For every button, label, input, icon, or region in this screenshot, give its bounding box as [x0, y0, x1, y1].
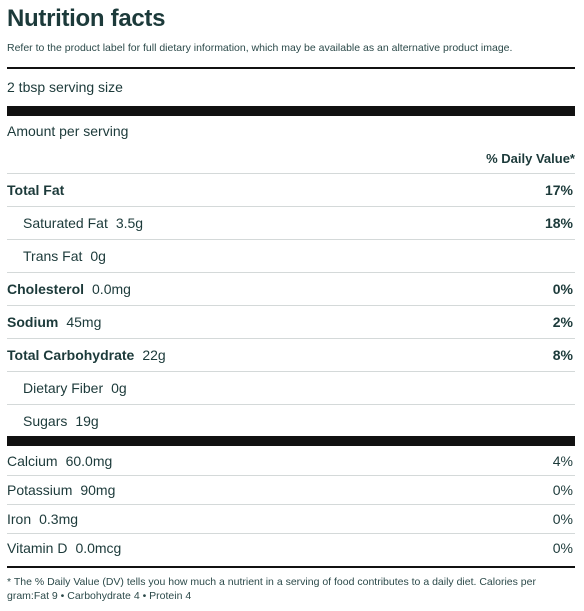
nutrient-amount: 0g	[90, 248, 106, 264]
mineral-name: Iron	[7, 511, 32, 527]
nutrient-name: Sugars	[23, 413, 68, 429]
nutrient-row-total-carbohydrate: Total Carbohydrate 22g 8%	[7, 338, 575, 371]
mineral-dv: 0%	[552, 540, 573, 556]
nutrient-name: Saturated Fat	[23, 215, 108, 231]
mineral-name: Vitamin D	[7, 540, 68, 556]
mineral-row-potassium: Potassium 90mg 0%	[7, 475, 575, 504]
nutrient-name: Sodium	[7, 314, 59, 330]
nutrient-dv: 18%	[544, 215, 573, 231]
nutrient-amount: 22g	[142, 347, 166, 363]
nutrient-amount: 19g	[75, 413, 99, 429]
amount-per-serving: Amount per serving	[7, 123, 129, 139]
footnote: * The % Daily Value (DV) tells you how m…	[7, 576, 536, 602]
mineral-amount: 60.0mg	[65, 452, 113, 469]
thick-divider	[7, 106, 575, 116]
daily-value-header: % Daily Value*	[486, 151, 575, 166]
nutrient-row-cholesterol: Cholesterol 0.0mg 0%	[7, 272, 575, 305]
mineral-amount: 0.3mg	[39, 511, 79, 527]
divider	[7, 566, 575, 568]
mineral-row-vitamin-d: Vitamin D 0.0mcg 0%	[7, 533, 575, 562]
nutrient-row-sodium: Sodium 45mg 2%	[7, 305, 575, 338]
mineral-dv: 4%	[552, 452, 573, 469]
serving-size: 2 tbsp serving size	[7, 79, 123, 95]
nutrient-row-dietary-fiber: Dietary Fiber 0g	[7, 371, 575, 404]
nutrient-dv: 8%	[552, 347, 573, 363]
mineral-name: Potassium	[7, 482, 73, 498]
mineral-row-calcium: Calcium 60.0mg 4%	[7, 446, 575, 475]
page-title: Nutrition facts	[7, 5, 166, 32]
nutrient-amount: 0g	[111, 380, 127, 396]
nutrient-name: Total Fat	[7, 182, 65, 198]
nutrient-name: Total Carbohydrate	[7, 347, 135, 363]
mineral-dv: 0%	[552, 482, 573, 498]
nutrient-name: Trans Fat	[23, 248, 83, 264]
nutrient-row-total-fat: Total Fat 17%	[7, 173, 575, 206]
nutrient-amount: 0.0mg	[92, 281, 131, 297]
nutrient-row-sugars: Sugars 19g	[7, 404, 575, 437]
intro-text: Refer to the product label for full diet…	[7, 42, 513, 54]
mineral-dv: 0%	[552, 511, 573, 527]
mineral-row-iron: Iron 0.3mg 0%	[7, 504, 575, 533]
nutrient-amount: 45mg	[66, 314, 102, 330]
divider	[7, 67, 575, 69]
mineral-name: Calcium	[7, 452, 58, 469]
mineral-amount: 0.0mcg	[75, 540, 122, 556]
nutrient-dv: 0%	[552, 281, 573, 297]
mineral-amount: 90mg	[80, 482, 116, 498]
thick-divider	[7, 436, 575, 446]
nutrient-amount: 3.5g	[115, 215, 144, 231]
nutrient-dv: 17%	[544, 182, 573, 198]
nutrient-name: Cholesterol	[7, 281, 85, 297]
nutrient-row-saturated-fat: Saturated Fat 3.5g 18%	[7, 206, 575, 239]
nutrient-row-trans-fat: Trans Fat 0g	[7, 239, 575, 272]
nutrient-name: Dietary Fiber	[23, 380, 104, 396]
nutrient-dv: 2%	[552, 314, 573, 330]
